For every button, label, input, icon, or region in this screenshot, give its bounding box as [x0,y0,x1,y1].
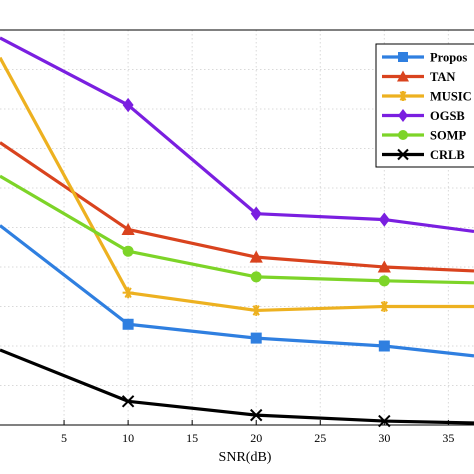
legend-label: OGSB [430,109,465,123]
legend-item: OGSB [382,109,465,123]
marker-circle [122,245,134,257]
marker-square [250,332,262,344]
marker-x [250,408,263,422]
series-music [0,56,474,316]
legend-label: MUSIC [430,90,472,104]
marker-diamond [398,109,408,122]
series-crlb [0,348,474,428]
legend-item: MUSIC [382,90,472,104]
legend-item: SOMP [382,129,466,143]
legend-box [375,43,474,168]
legend-label: SOMP [430,129,466,143]
x-tick-label: 15 [186,431,198,445]
series-tan [0,141,474,273]
series-line [0,348,474,425]
marker-triangle [397,70,409,82]
legend-item: Propos [382,51,467,65]
marker-x-stroke [397,148,409,161]
marker-square [378,340,390,352]
series-somp [0,174,474,287]
marker-x-stroke [121,395,135,408]
marker-asterisk [398,91,408,101]
marker-asterisk [378,301,390,312]
legend-item: TAN [382,70,455,84]
x-tick-label: 10 [122,431,134,445]
marker-triangle [121,222,135,235]
axes [0,29,474,426]
legend-label: Propos [430,51,467,65]
x-axis-label: SNR(dB) [219,450,272,465]
x-tick-label: 25 [314,431,326,445]
marker-asterisk [250,304,262,316]
x-tick-label: 35 [442,431,454,445]
marker-square [398,52,408,62]
x-axis-ticks: 5 10 15 20 25 30 35 [61,420,454,445]
marker-x [378,414,391,428]
x-tick-label: 20 [250,431,262,445]
series-layer [0,36,474,428]
legend-label: CRLB [430,148,465,162]
legend-label: TAN [430,70,455,84]
legend: Propos TAN MUSIC OGSB SOMP CRLB [375,43,474,168]
x-tick-label: 5 [61,431,67,445]
marker-x-stroke [378,414,391,428]
marker-circle [378,275,390,287]
marker-diamond [378,212,390,227]
marker-circle [250,271,262,283]
marker-diamond [250,206,262,221]
marker-asterisk [122,287,134,299]
marker-triangle [249,250,263,263]
series-propos [0,224,474,358]
marker-diamond [122,97,134,113]
marker-triangle [377,260,391,273]
legend-item: CRLB [382,148,465,162]
marker-circle [398,130,408,140]
x-tick-label: 30 [378,431,390,445]
marker-square [122,318,134,330]
series-line [0,224,474,358]
series-ogsb [0,36,474,234]
marker-x-stroke [250,408,263,422]
marker-x [121,395,135,408]
marker-x [397,148,409,161]
